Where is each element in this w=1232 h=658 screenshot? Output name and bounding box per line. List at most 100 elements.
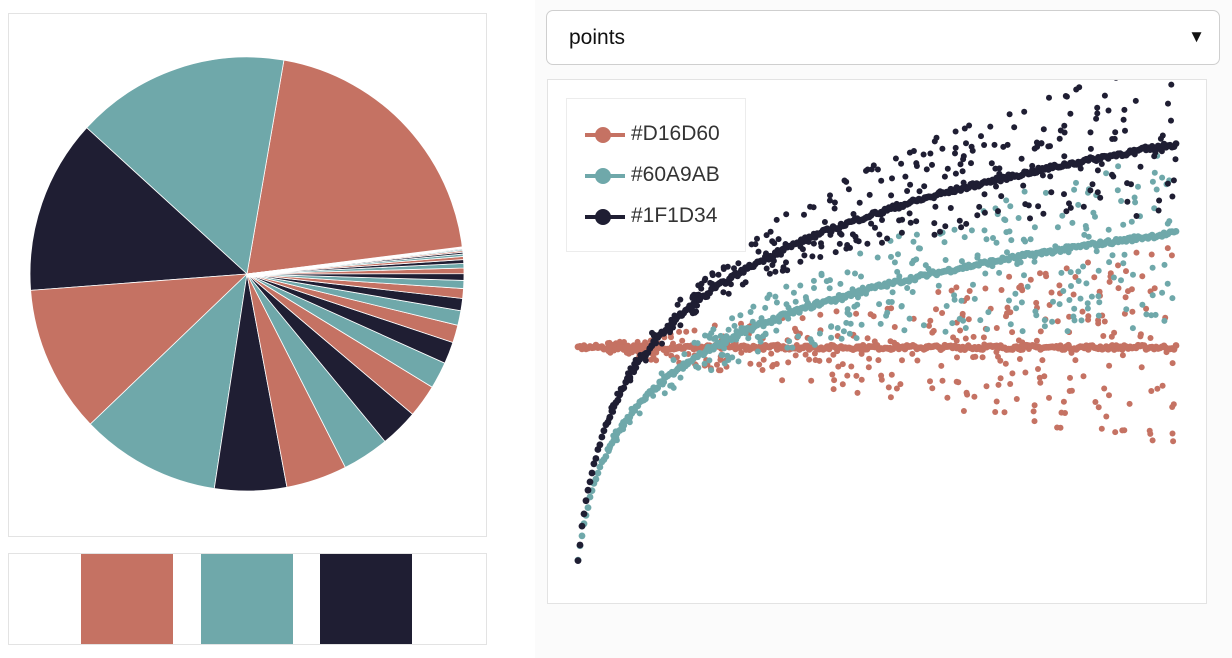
scatter-point-series-1 [679,337,686,344]
scatter-point-series-3 [959,168,966,175]
scatter-point-series-1 [747,360,754,367]
scatter-point-series-3 [1122,127,1128,134]
scatter-point-series-3 [907,181,914,188]
scatter-point-series-3 [952,128,959,135]
scatter-point-series-2 [1006,297,1012,304]
pie-slice-3[interactable] [29,127,248,291]
scatter-point-series-1 [1147,335,1154,341]
scatter-point-series-2 [1007,321,1014,328]
scatter-point-series-1 [1154,385,1161,392]
scatter-point-series-1 [938,362,945,369]
scatter-point-series-3 [856,199,863,206]
scatter-point-series-1 [875,357,882,364]
scatter-point-series-1 [887,394,894,401]
scatter-point-series-3 [836,240,843,247]
scatter-point-series-1 [1042,270,1049,277]
scatter-point-series-3 [674,301,681,308]
scatter-point-series-3 [763,232,770,239]
scatter-plot [574,80,1180,564]
scatter-point-series-3 [817,254,824,260]
plot-type-select-value: points [569,26,626,49]
scatter-point-series-3 [852,233,859,240]
scatter-point-series-3 [996,165,1003,172]
scatter-point-series-2 [725,326,732,333]
scatter-point-series-2 [974,252,981,259]
scatter-point-series-2 [970,281,976,288]
palette-swatch-1[interactable] [81,554,173,644]
scatter-point-series-1 [799,315,806,322]
scatter-point-series-3 [843,245,850,252]
scatter-point-series-2 [1109,252,1116,259]
scatter-point-series-1 [1007,381,1014,387]
scatter-point-series-1 [935,289,942,295]
scatter-point-series-2 [961,234,968,241]
scatter-point-series-1 [970,333,977,340]
scatter-point-series-2 [1120,221,1127,228]
scatter-point-series-2 [920,322,927,329]
scatter-point-series-3 [818,240,824,247]
trend-point-series-3 [626,373,634,381]
scatter-point-series-3 [855,238,862,245]
scatter-point-series-1 [1106,362,1113,369]
scatter-point-series-3 [1124,198,1131,205]
scatter-point-series-2 [754,348,761,355]
pie-slice-30[interactable] [246,246,463,275]
scatter-point-series-3 [810,240,817,247]
scatter-point-series-2 [1019,328,1026,335]
scatter-point-series-2 [1130,271,1136,278]
scatter-point-series-1 [1015,337,1022,344]
scatter-point-series-2 [1031,224,1038,231]
scatter-point-series-1 [839,381,846,388]
plot-type-select[interactable]: points ▼ [546,10,1220,65]
scatter-point-series-3 [1112,129,1119,136]
scatter-point-series-3 [1169,193,1176,200]
scatter-point-series-2 [1077,295,1084,302]
scatter-point-series-1 [1148,388,1155,394]
scatter-point-series-3 [841,177,848,184]
scatter-point-series-1 [1013,396,1020,402]
scatter-point-series-1 [1126,400,1133,407]
scatter-point-series-3 [707,279,714,286]
scatter-point-series-2 [1093,248,1100,255]
pie-chart [29,56,465,492]
scatter-point-series-2 [1135,183,1141,190]
pie-slice-4[interactable] [30,273,249,425]
scatter-point-series-2 [996,269,1003,276]
scatter-point-series-2 [1161,261,1168,268]
scatter-point-series-1 [867,311,874,318]
scatter-point-series-3 [720,289,727,296]
scatter-point-series-2 [1120,260,1127,267]
scatter-point-series-3 [1046,94,1052,101]
scatter-point-series-3 [1018,155,1025,162]
scatter-point-series-1 [1095,317,1102,324]
palette-swatch-2[interactable] [201,554,293,644]
scatter-point-series-3 [1101,92,1108,99]
pie-slice-5[interactable] [89,272,248,489]
scatter-point-series-3 [913,160,920,167]
pie-slice-1[interactable] [246,59,465,275]
scatter-point-series-1 [1106,278,1113,285]
scatter-point-series-2 [838,335,845,342]
scatter-point-series-2 [795,333,802,340]
scatter-point-series-1 [965,316,972,323]
scatter-point-series-2 [834,325,841,331]
scatter-point-series-3 [995,208,1001,215]
scatter-point-series-2 [1149,292,1156,299]
scatter-point-series-2 [681,351,688,358]
scatter-point-series-3 [763,265,770,272]
trend-point-series-3 [590,460,598,468]
scatter-point-series-3 [942,223,949,230]
scatter-point-series-1 [802,351,809,358]
scatter-point-series-3 [767,228,774,235]
scatter-point-series-3 [1087,187,1094,194]
pie-slice-2[interactable] [86,56,285,275]
scatter-point-series-3 [879,239,885,246]
scatter-point-series-1 [854,389,861,396]
scatter-point-series-2 [789,344,796,351]
scatter-point-series-2 [884,309,891,316]
palette-swatch-3[interactable] [320,554,412,644]
scatter-point-series-2 [1143,311,1150,318]
scatter-point-series-1 [853,372,860,379]
scatter-point-series-3 [1157,135,1164,142]
scatter-point-series-2 [750,303,757,310]
